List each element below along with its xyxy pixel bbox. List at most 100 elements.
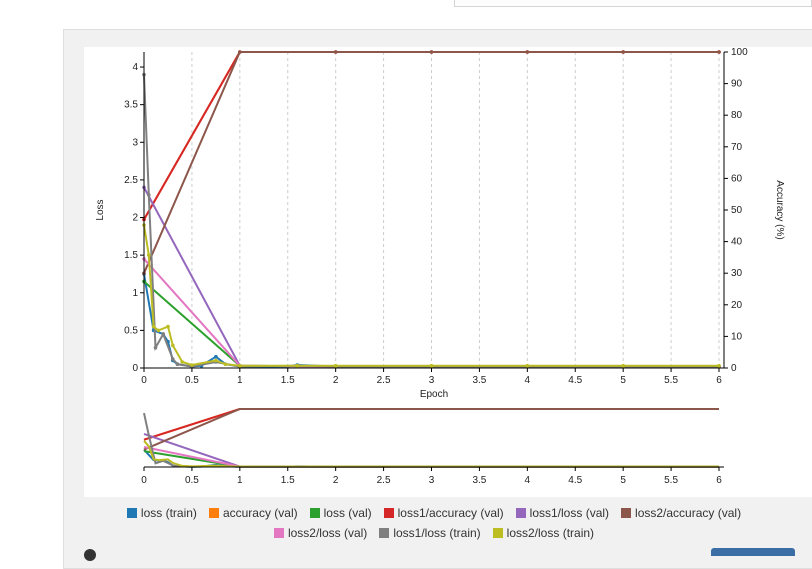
data-point-loss2-loss-train bbox=[333, 363, 338, 368]
right-y-tick-label: 30 bbox=[731, 268, 743, 279]
x-tick-label: 2.5 bbox=[377, 375, 391, 386]
legend-item-loss-val[interactable]: loss (val) bbox=[309, 503, 372, 523]
legend-swatch bbox=[126, 508, 137, 518]
legend-label: loss2/loss (train) bbox=[506, 526, 595, 540]
legend-label: accuracy (val) bbox=[222, 506, 298, 520]
data-point-loss2-loss-train bbox=[223, 362, 228, 367]
data-point-loss2-loss-train bbox=[151, 324, 156, 329]
overview-x-tick-label: 0.5 bbox=[185, 475, 199, 486]
overview-line-loss1-loss-val bbox=[143, 432, 719, 468]
legend-item-loss-train[interactable]: loss (train) bbox=[126, 503, 197, 523]
overview-x-tick-label: 1 bbox=[237, 475, 243, 486]
data-point-loss2-accuracy-val bbox=[621, 50, 625, 54]
legend-item-loss1-loss-train[interactable]: loss1/loss (train) bbox=[379, 523, 481, 543]
x-tick-label: 2 bbox=[333, 375, 339, 386]
overview-x-tick-label: 2.5 bbox=[377, 475, 391, 486]
legend-swatch bbox=[383, 508, 394, 518]
overview-x-tick-label: 6 bbox=[716, 475, 722, 486]
legend-item-loss2-loss-val[interactable]: loss2/loss (val) bbox=[273, 523, 368, 543]
legend-swatch bbox=[273, 528, 284, 538]
grid-lines bbox=[191, 52, 720, 368]
right-y-tick-label: 80 bbox=[731, 110, 743, 121]
loss-accuracy-chart: 0 0.5 1 1.5 2 2.5 3 3.5 4 4.5 5 5.5 600.511.522.533.… bbox=[95, 47, 785, 486]
right-y-tick-label: 50 bbox=[731, 205, 743, 216]
right-y-tick-label: 70 bbox=[731, 142, 743, 153]
overview-x-tick-label: 5.5 bbox=[664, 475, 678, 486]
data-point-loss2-loss-train bbox=[171, 343, 175, 348]
left-y-tick-label: 2 bbox=[132, 213, 138, 224]
main-plot-axes bbox=[143, 52, 725, 369]
x-tick-label: 6 bbox=[716, 375, 722, 386]
left-y-tick-label: 0 bbox=[132, 363, 138, 374]
left-y-tick-label: 3.5 bbox=[124, 100, 138, 111]
right-y-axis-label: Accuracy (%) bbox=[774, 180, 785, 239]
main-plot-series bbox=[142, 50, 721, 369]
chart-legend: loss (train) accuracy (val) loss (val) loss… bbox=[84, 503, 784, 543]
data-point-loss2-accuracy-val bbox=[333, 50, 338, 54]
overview-x-tick-label: 0 bbox=[141, 475, 147, 486]
overview-x-tick-label: 3 bbox=[429, 475, 435, 486]
legend-item-accuracy-val[interactable]: accuracy (val) bbox=[208, 503, 298, 523]
overview-x-tick-label: 4.5 bbox=[568, 475, 582, 486]
left-y-tick-label: 0.5 bbox=[124, 325, 138, 336]
data-point-loss2-loss-train bbox=[717, 363, 721, 368]
right-y-tick-label: 60 bbox=[731, 173, 743, 184]
overview-line-loss2-accuracy-val bbox=[143, 408, 719, 451]
legend-swatch bbox=[515, 508, 526, 518]
data-point-loss2-loss-train bbox=[621, 363, 625, 368]
x-tick-label: 0.5 bbox=[185, 375, 199, 386]
overview-x-tick-label: 4 bbox=[525, 475, 531, 486]
left-y-tick-label: 3 bbox=[132, 137, 138, 148]
legend-item-loss2-loss-train[interactable]: loss2/loss (train) bbox=[492, 523, 595, 543]
left-y-tick-label: 4 bbox=[132, 62, 138, 73]
data-point-loss-train bbox=[214, 354, 218, 359]
bottom-right-button[interactable] bbox=[711, 548, 795, 556]
legend-swatch bbox=[208, 508, 219, 518]
data-point-loss2-loss-train bbox=[190, 363, 194, 367]
legend-swatch bbox=[492, 528, 503, 538]
data-point-loss1-loss-train bbox=[153, 345, 158, 350]
overview-x-tick-label: 1.5 bbox=[281, 475, 295, 486]
chart-background bbox=[84, 47, 812, 497]
legend-swatch bbox=[309, 508, 320, 518]
help-icon[interactable] bbox=[84, 549, 96, 561]
data-point-loss2-loss-train bbox=[295, 363, 300, 368]
data-point-loss2-accuracy-val bbox=[525, 50, 530, 54]
x-tick-label: 1 bbox=[237, 375, 243, 386]
right-y-tick-label: 0 bbox=[731, 363, 737, 374]
data-point-loss2-loss-train bbox=[166, 324, 170, 329]
overview-x-tick-label: 3.5 bbox=[472, 475, 486, 486]
x-tick-label: 4.5 bbox=[568, 375, 582, 386]
x-tick-label: 0 bbox=[141, 375, 147, 386]
data-point-loss2-loss-train bbox=[156, 328, 161, 333]
axis-ticks: 0 0.5 1 1.5 2 2.5 3 3.5 4 4.5 5 5.5 600.511.522.533.… bbox=[124, 47, 748, 386]
data-point-loss1-loss-train bbox=[175, 362, 180, 367]
data-point-loss1-loss-train bbox=[147, 193, 151, 197]
legend-label: loss1/loss (val) bbox=[529, 506, 610, 520]
right-y-tick-label: 100 bbox=[731, 47, 748, 58]
data-point-loss1-loss-train bbox=[161, 332, 165, 336]
right-y-tick-label: 90 bbox=[731, 79, 743, 90]
right-y-tick-label: 40 bbox=[731, 237, 743, 248]
data-point-loss2-loss-train bbox=[238, 363, 242, 368]
data-point-loss2-accuracy-val bbox=[717, 50, 721, 54]
left-y-tick-label: 1 bbox=[132, 288, 138, 299]
legend-label: loss1/accuracy (val) bbox=[397, 506, 504, 520]
legend-item-loss2-accuracy-val[interactable]: loss2/accuracy (val) bbox=[621, 503, 741, 523]
right-y-tick-label: 10 bbox=[731, 331, 743, 342]
legend-swatch bbox=[621, 508, 632, 518]
legend-item-loss1-accuracy-val[interactable]: loss1/accuracy (val) bbox=[383, 503, 504, 523]
left-y-tick-label: 1.5 bbox=[124, 250, 138, 261]
left-y-axis-label: Loss bbox=[95, 199, 106, 220]
legend-label: loss (train) bbox=[140, 506, 197, 520]
legend-item-loss1-loss-val[interactable]: loss1/loss (val) bbox=[515, 503, 610, 523]
overview-brush-chart[interactable]: 0 0.5 1 1.5 2 2.5 3 3.5 4 4.5 5 5.5 6 bbox=[141, 408, 724, 486]
x-tick-label: 5.5 bbox=[664, 375, 678, 386]
legend-label: loss2/loss (val) bbox=[287, 526, 368, 540]
data-point-loss2-accuracy-val bbox=[238, 50, 242, 54]
data-point-loss2-loss-train bbox=[429, 363, 434, 368]
left-y-tick-label: 2.5 bbox=[124, 175, 138, 186]
data-point-loss2-loss-train bbox=[214, 358, 218, 363]
legend-swatch bbox=[379, 528, 390, 538]
legend-label: loss2/accuracy (val) bbox=[635, 506, 742, 520]
